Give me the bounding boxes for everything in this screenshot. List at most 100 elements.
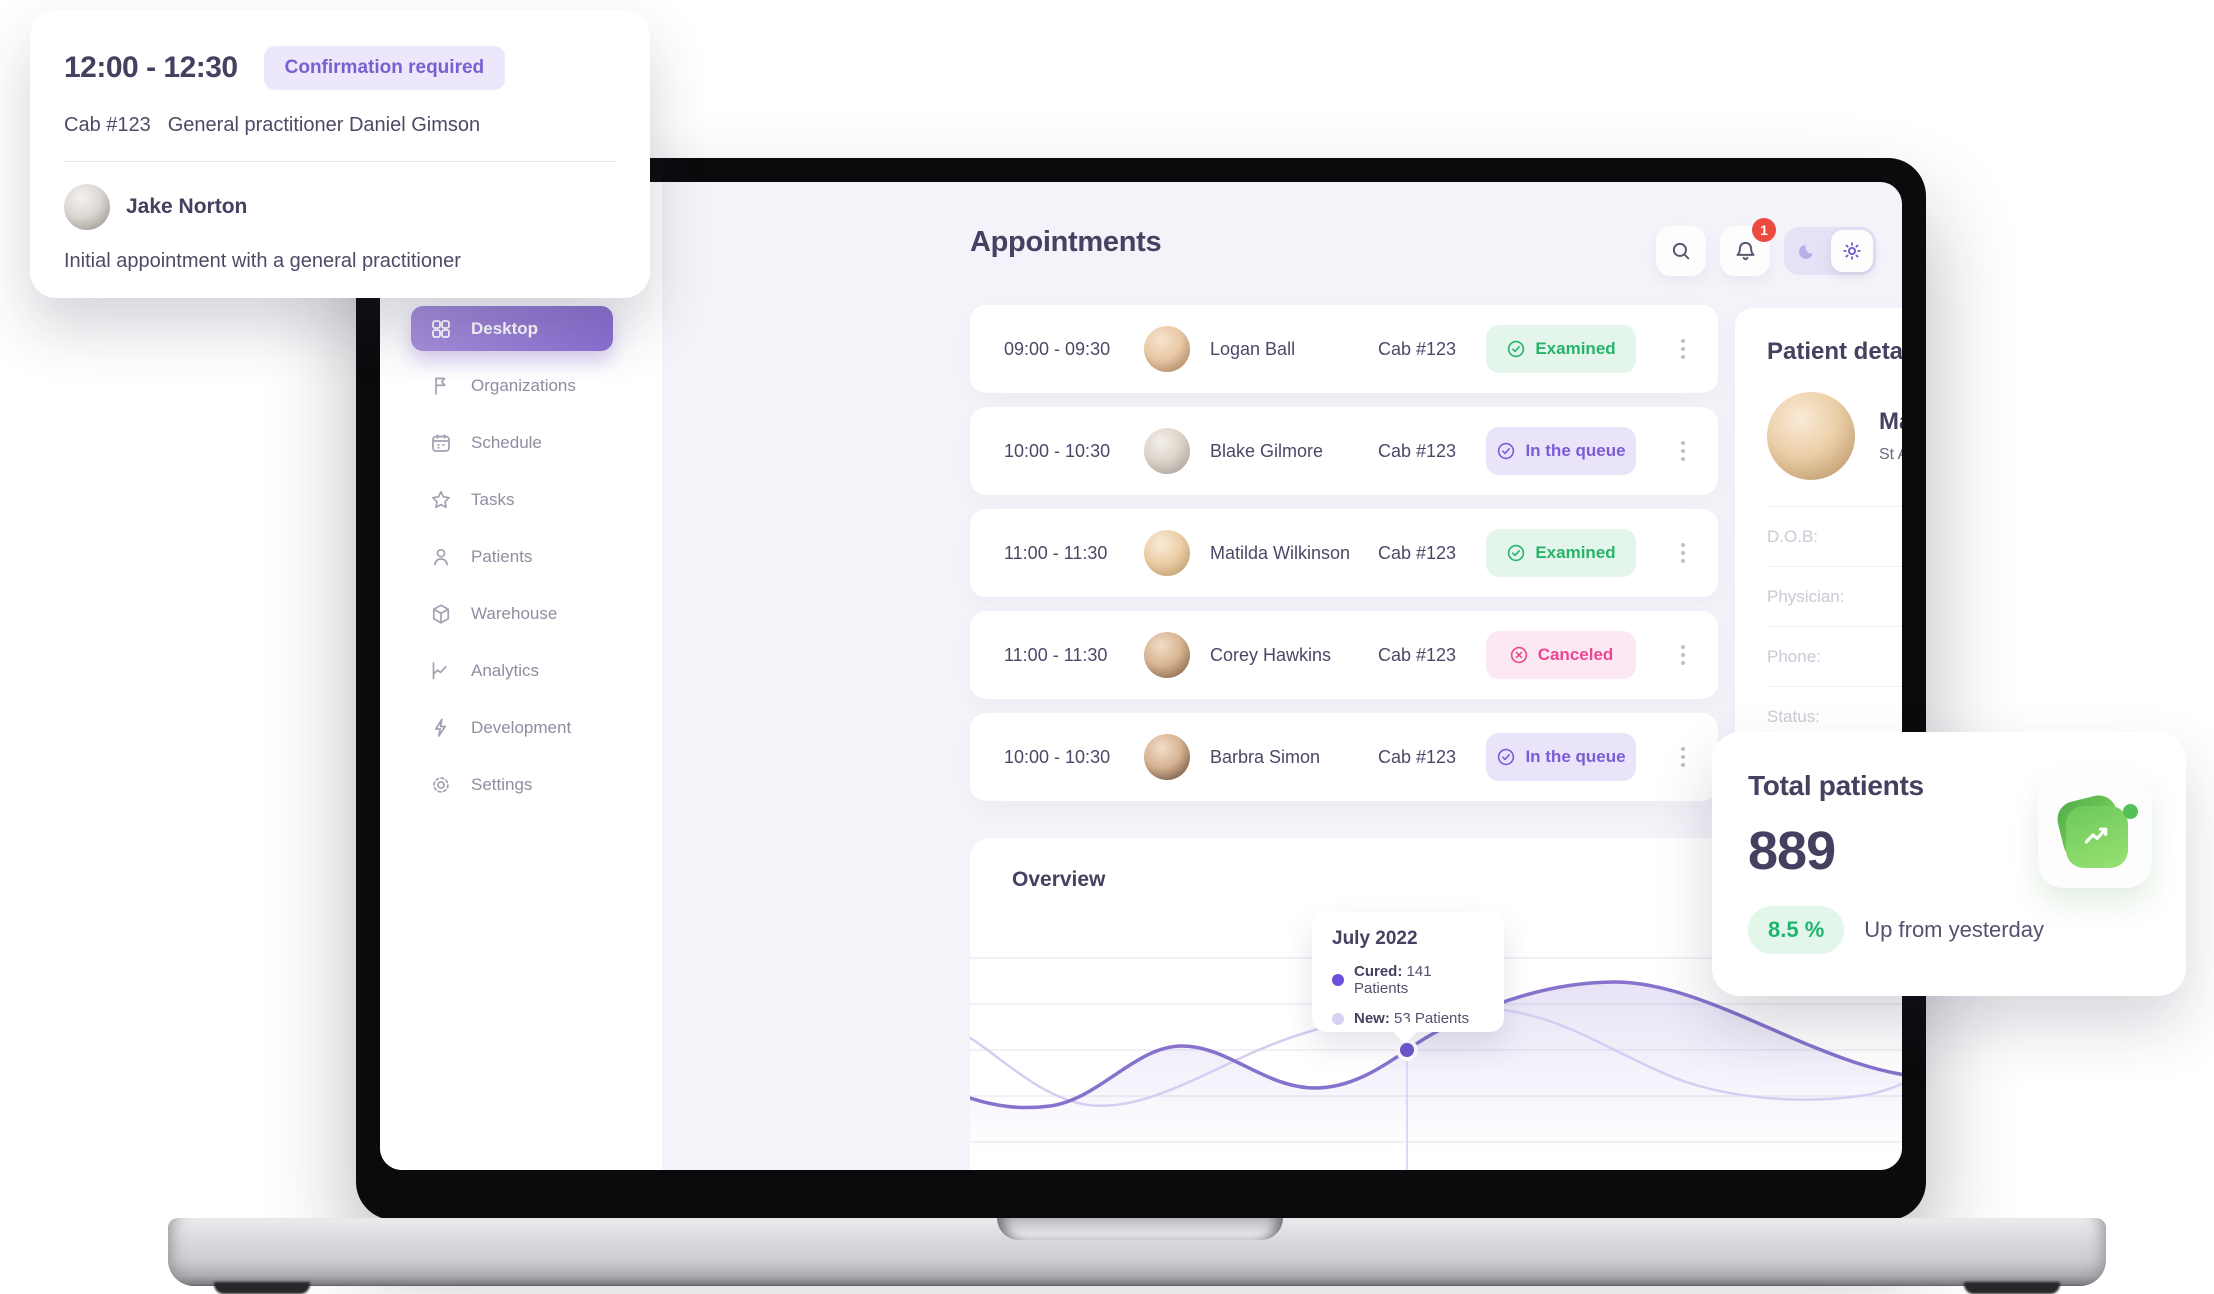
bell-icon [1732, 238, 1759, 265]
laptop-base [168, 1218, 2106, 1294]
header-actions: 1 [1656, 218, 1876, 276]
laptop-foot [214, 1282, 310, 1294]
change-badge: 8.5 % [1748, 906, 1845, 954]
patient-name: Matilda Wilkinson [1210, 542, 1351, 563]
bolt-icon [429, 716, 453, 740]
status-badge: Canceled [1486, 631, 1636, 679]
theme-toggle[interactable] [1784, 227, 1876, 275]
sidebar-item-label: Schedule [471, 432, 542, 452]
patient-avatar [64, 184, 110, 230]
row-menu-button[interactable] [1670, 431, 1696, 471]
check-circle-icon [1498, 748, 1515, 766]
avatar [1144, 632, 1190, 678]
status-dot [2123, 804, 2138, 819]
patient-name: Barbra Simon [1210, 746, 1321, 767]
flag-icon [429, 374, 453, 398]
cured-area [970, 982, 1902, 1170]
dark-mode-button[interactable] [1784, 239, 1831, 263]
check-circle-icon [1498, 442, 1515, 460]
patient-summary: Matilda Wilkinson St Audrey's Close, New… [1767, 392, 1902, 507]
gear-icon [429, 773, 453, 797]
divider [64, 161, 616, 162]
laptop-foot [1964, 1282, 2060, 1294]
practitioner-name: General practitioner Daniel Gimson [167, 114, 481, 136]
sidebar-item-analytics[interactable]: Analytics [411, 648, 613, 693]
search-button[interactable] [1656, 226, 1706, 276]
appointment-time-range: 12:00 - 12:30 [64, 51, 238, 84]
appointment-time: 11:00 - 11:30 [1004, 644, 1108, 665]
row-menu-button[interactable] [1670, 737, 1696, 777]
patient-name: Jake Norton [126, 195, 248, 218]
person-icon [429, 545, 453, 569]
row-menu-button[interactable] [1670, 329, 1696, 369]
sidebar-item-label: Development [471, 717, 572, 737]
cab-number: Cab #123 [1378, 440, 1457, 461]
panel-title: Patient details [1767, 338, 1902, 365]
total-patients-card: Total patients 889 8.5 % Up from yesterd… [1712, 732, 2186, 996]
chart-icon [429, 659, 453, 683]
notifications-button[interactable]: 1 [1720, 218, 1776, 276]
new-dot [1332, 1012, 1344, 1025]
appointment-row[interactable]: 09:00 - 09:30 Logan Ball Cab #123 Examin… [970, 305, 1718, 393]
trend-icon-container [2038, 774, 2152, 888]
status-badge: In the queue [1486, 427, 1636, 475]
sidebar-item-schedule[interactable]: Schedule [411, 420, 613, 465]
patient-name: Logan Ball [1210, 338, 1296, 359]
check-circle-icon [1508, 340, 1525, 358]
appointment-note: Initial appointment with a general pract… [64, 250, 461, 272]
field-dob: D.O.B: February 27, 1990 [1767, 507, 1902, 567]
tooltip-row-new: New: 53 Patients [1332, 1010, 1484, 1027]
sidebar-item-patients[interactable]: Patients [411, 534, 613, 579]
patient-details-panel: Patient details Matilda Wilkinson St Aud… [1735, 308, 1902, 810]
stat-value: 889 [1748, 821, 1836, 881]
sidebar-item-label: Organizations [471, 375, 576, 395]
appointments-list: 09:00 - 09:30 Logan Ball Cab #123 Examin… [970, 305, 1718, 815]
avatar [1144, 530, 1190, 576]
tooltip-title: July 2022 [1332, 928, 1418, 949]
avatar [1144, 428, 1190, 474]
row-menu-button[interactable] [1670, 533, 1696, 573]
cured-dot [1332, 974, 1344, 986]
appointment-row[interactable]: 10:00 - 10:30 Barbra Simon Cab #123 In t… [970, 713, 1718, 801]
change-caption: Up from yesterday [1864, 917, 2044, 942]
sidebar-item-label: Desktop [471, 318, 539, 338]
status-badge: Examined [1486, 325, 1636, 373]
sidebar-item-development[interactable]: Development [411, 705, 613, 750]
patient-name: Matilda Wilkinson [1879, 408, 1902, 435]
sidebar-item-label: Patients [471, 546, 533, 566]
moon-icon [1796, 239, 1820, 263]
appointment-time: 09:00 - 09:30 [1004, 338, 1111, 359]
appointment-detail-card: 12:00 - 12:30 Confirmation required Cab … [30, 10, 650, 298]
appointment-row[interactable]: 10:00 - 10:30 Blake Gilmore Cab #123 In … [970, 407, 1718, 495]
appointment-row[interactable]: 11:00 - 11:30 Corey Hawkins Cab #123 Can… [970, 611, 1718, 699]
grid-icon [429, 317, 453, 341]
star-icon [429, 488, 453, 512]
sidebar-item-warehouse[interactable]: Warehouse [411, 591, 613, 636]
light-mode-button[interactable] [1831, 230, 1873, 272]
sidebar-item-organizations[interactable]: Organizations [411, 363, 613, 408]
cab-number: Cab #123 [1378, 644, 1457, 665]
dashboard-screen: Desktop Organizations Schedule [380, 182, 1902, 1170]
appointment-time: 11:00 - 11:30 [1004, 542, 1108, 563]
status-badge: In the queue [1486, 733, 1636, 781]
new-patients-line [970, 1005, 1902, 1108]
tooltip-row-cured: Cured: 141 Patients [1332, 963, 1484, 997]
cab-number: Cab #123 [1378, 746, 1457, 767]
laptop-notch [997, 1218, 1283, 1240]
sidebar-nav: Desktop Organizations Schedule [380, 306, 662, 819]
sidebar-item-label: Warehouse [471, 603, 558, 623]
status-badge: Examined [1486, 529, 1636, 577]
chart-tooltip: July 2022 Cured: 141 Patients New: 53 Pa… [1312, 912, 1504, 1032]
appointment-row[interactable]: 11:00 - 11:30 Matilda Wilkinson Cab #123… [970, 509, 1718, 597]
sidebar-item-tasks[interactable]: Tasks [411, 477, 613, 522]
patient-avatar [1767, 392, 1855, 480]
marker-point [1396, 1039, 1418, 1061]
sidebar-item-desktop[interactable]: Desktop [411, 306, 613, 351]
trending-up-icon [2066, 806, 2128, 868]
page-title: Appointments [970, 226, 1162, 258]
confirmation-badge: Confirmation required [263, 46, 506, 90]
calendar-icon [429, 431, 453, 455]
row-menu-button[interactable] [1670, 635, 1696, 675]
search-icon [1668, 238, 1694, 264]
sidebar-item-settings[interactable]: Settings [411, 762, 613, 807]
